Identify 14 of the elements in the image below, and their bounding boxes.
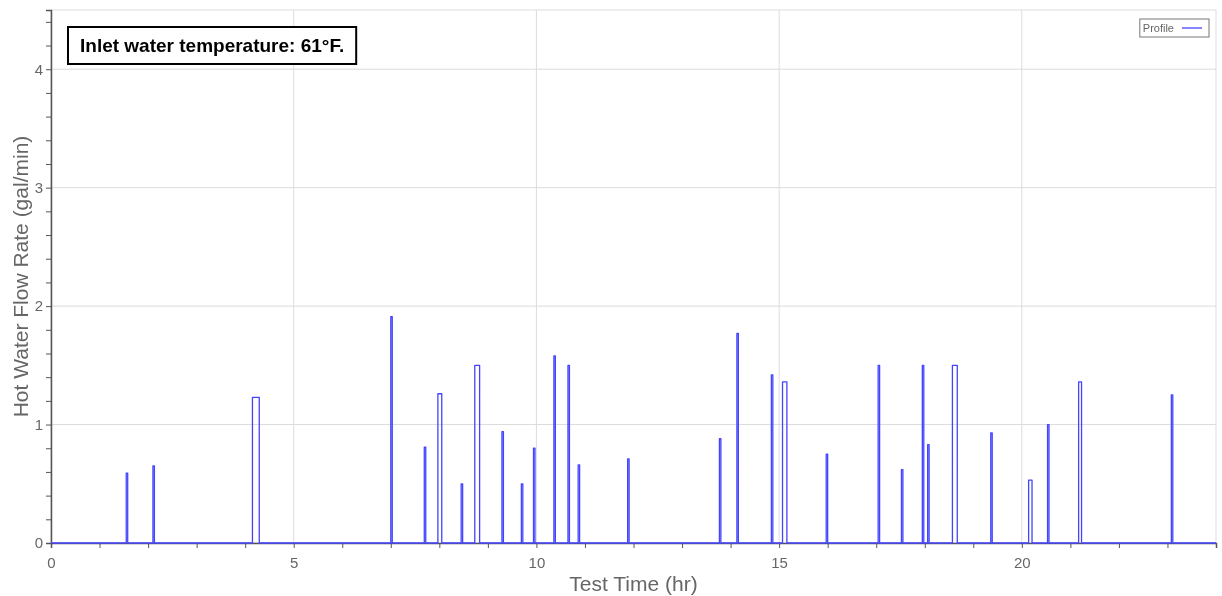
x-tick-label: 0 [47,553,56,571]
y-tick-label: 0 [34,534,43,552]
x-tick-label: 5 [290,553,299,571]
y-tick-label: 1 [34,415,43,433]
x-tick-label: 10 [528,553,546,571]
y-axis-title: Hot Water Flow Rate (gal/min) [9,135,32,418]
x-tick-label: 20 [1013,553,1031,571]
y-tick-label: 2 [34,297,43,315]
x-axis-title: Test Time (hr) [569,572,698,595]
x-tick-label: 15 [771,553,788,571]
y-tick-label: 4 [34,60,43,78]
annotation: Inlet water temperature: 61°F. [80,35,345,56]
y-tick-label: 3 [34,178,43,196]
legend-label: Profile [1142,22,1174,34]
